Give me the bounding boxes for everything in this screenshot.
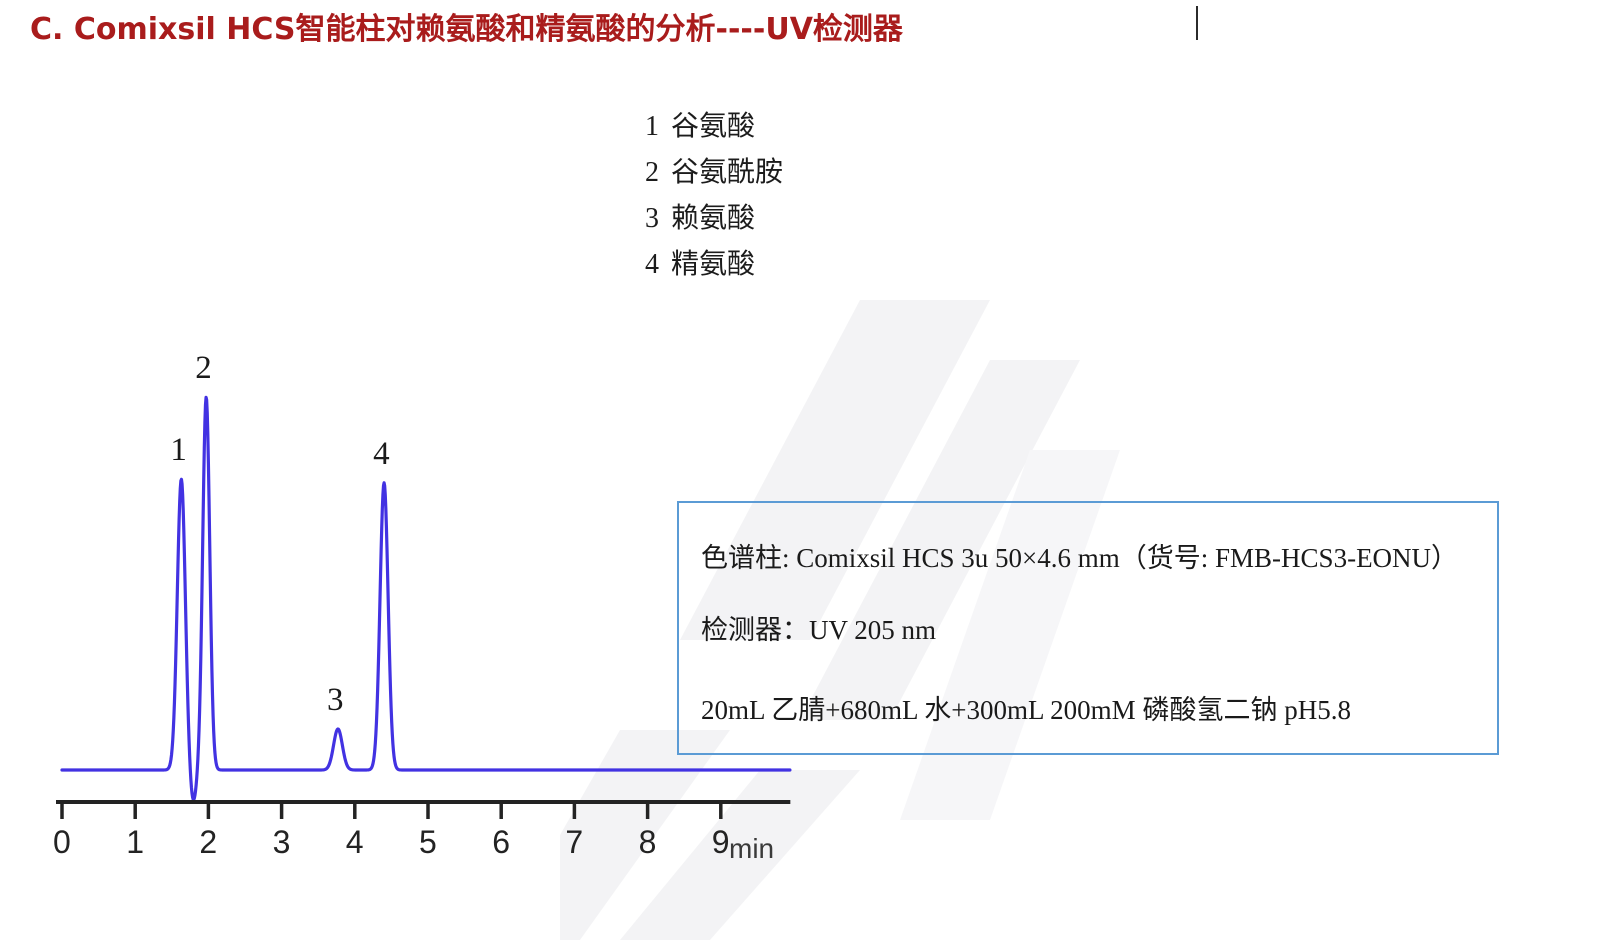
x-tick-label-5: 5 xyxy=(419,824,437,860)
legend-item-number: 4 xyxy=(645,249,659,280)
conditions-info-box: 色谱柱: Comixsil HCS 3u 50×4.6 mm（货号: FMB-H… xyxy=(677,501,1499,755)
peak-label-1: 1 xyxy=(170,432,187,469)
legend-item-label: 谷氨酸 xyxy=(671,111,756,142)
x-tick-label-9: 9 xyxy=(711,824,730,860)
legend-item-2: 2 谷氨酰胺 xyxy=(645,150,783,196)
x-tick-label-2: 2 xyxy=(199,824,218,860)
x-tick-label-6: 6 xyxy=(492,824,510,860)
chromatogram-trace xyxy=(60,395,792,802)
x-axis xyxy=(56,800,791,819)
legend-item-label: 谷氨酰胺 xyxy=(671,157,784,188)
x-tick-label-0: 0 xyxy=(53,824,71,860)
x-axis-ticks xyxy=(60,802,723,819)
legend-item-label: 赖氨酸 xyxy=(671,203,756,234)
conditions-line-column: 色谱柱: Comixsil HCS 3u 50×4.6 mm（货号: FMB-H… xyxy=(701,543,1459,573)
x-tick-label-7: 7 xyxy=(565,824,584,860)
x-axis-unit-label: min xyxy=(729,833,775,864)
peak-label-4: 4 xyxy=(373,435,390,472)
legend-item-4: 4 精氨酸 xyxy=(645,242,783,288)
legend-item-3: 3 赖氨酸 xyxy=(645,196,783,242)
compound-legend: 1 谷氨酸 2 谷氨酰胺 3 赖氨酸 4 精氨酸 xyxy=(645,104,783,288)
text-cursor xyxy=(1196,6,1198,40)
conditions-line-detector: 检测器：UV 205 nm xyxy=(701,615,937,645)
chromatogram-svg xyxy=(56,395,792,819)
chromatogram-chart: 1 2 3 4 xyxy=(0,330,860,890)
legend-item-label: 精氨酸 xyxy=(671,249,756,280)
x-tick-label-8: 8 xyxy=(638,824,657,860)
x-tick-label-1: 1 xyxy=(126,824,144,860)
conditions-line-mobile-phase: 20mL 乙腈+680mL 水+300mL 200mM 磷酸氢二钠 pH5.8 xyxy=(701,695,1351,725)
x-tick-label-3: 3 xyxy=(272,824,291,860)
peak-label-3: 3 xyxy=(326,681,344,718)
legend-item-number: 2 xyxy=(645,157,659,188)
legend-item-1: 1 谷氨酸 xyxy=(645,104,783,150)
legend-item-number: 3 xyxy=(645,203,659,234)
legend-item-number: 1 xyxy=(645,111,659,142)
peak-label-2: 2 xyxy=(195,350,212,386)
x-tick-label-4: 4 xyxy=(345,824,364,860)
page-title: C. Comixsil HCS智能柱对赖氨酸和精氨酸的分析----UV检测器 xyxy=(30,12,903,47)
